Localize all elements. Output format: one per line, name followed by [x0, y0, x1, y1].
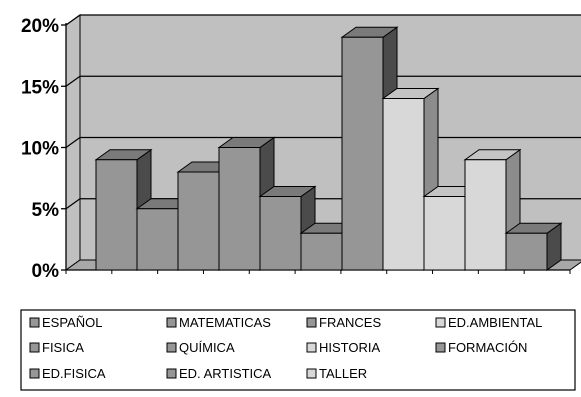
bar-MATEMATICAS	[219, 148, 260, 271]
bar-FORMACIÓN	[506, 233, 547, 270]
legend-label: ED.AMBIENTAL	[448, 315, 542, 330]
y-tick-label: 15%	[21, 77, 59, 98]
legend-label: FRANCES	[319, 315, 381, 330]
y-tick-label: 5%	[32, 200, 60, 221]
bar-ESPAÑOL	[96, 160, 137, 270]
bar-QUÍMICA	[260, 197, 301, 271]
legend-label: ED. ARTISTICA	[179, 366, 272, 381]
bar-FISICA	[137, 209, 178, 270]
legend-swatch	[30, 318, 39, 327]
legend-swatch	[307, 369, 316, 378]
legend-swatch	[436, 343, 445, 352]
bar-FRANCES	[342, 37, 383, 270]
bar-HISTORIA	[383, 99, 424, 271]
legend-swatch	[167, 369, 176, 378]
y-tick-label: 20%	[21, 16, 59, 37]
legend-swatch	[436, 318, 445, 327]
legend-swatch	[307, 318, 316, 327]
legend-swatch	[30, 343, 39, 352]
legend-label: TALLER	[319, 366, 367, 381]
legend-swatch	[307, 343, 316, 352]
legend-swatch	[167, 343, 176, 352]
y-tick-label: 10%	[21, 139, 59, 160]
legend-swatch	[167, 318, 176, 327]
legend-label: FISICA	[42, 340, 84, 355]
legend-label: HISTORIA	[319, 340, 380, 355]
bar-ED.FISICA	[178, 172, 219, 270]
legend-label: FORMACIÓN	[448, 340, 527, 355]
legend-label: ESPAÑOL	[42, 315, 102, 330]
legend-label: QUÍMICA	[179, 340, 235, 355]
legend-label: MATEMATICAS	[179, 315, 271, 330]
legend-label: ED.FISICA	[42, 366, 106, 381]
legend-swatch	[30, 369, 39, 378]
y-tick-label: 0%	[32, 261, 60, 282]
bar-ED.AMBIENTAL	[465, 160, 506, 270]
bar-ED. ARTISTICA	[301, 233, 342, 270]
bar-TALLER	[424, 197, 465, 271]
